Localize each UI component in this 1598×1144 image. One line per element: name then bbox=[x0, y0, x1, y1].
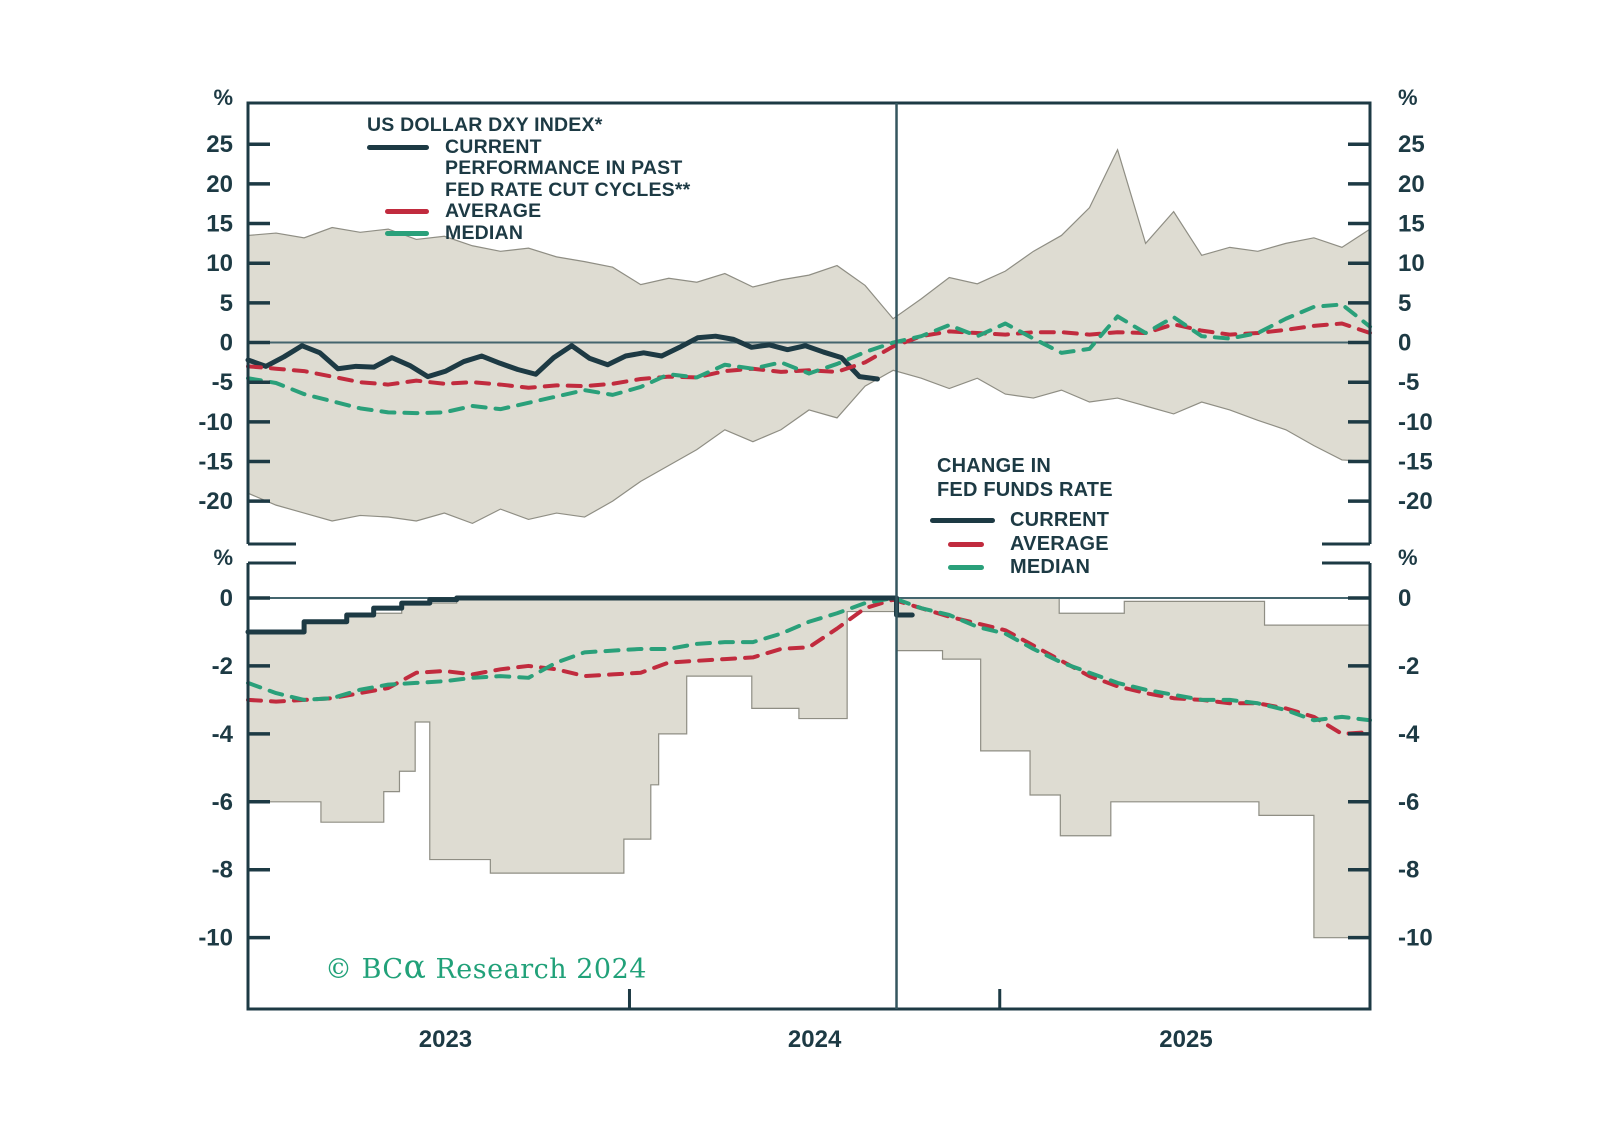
svg-text:0: 0 bbox=[1398, 330, 1411, 357]
svg-text:-10: -10 bbox=[198, 925, 233, 952]
svg-text:-20: -20 bbox=[198, 488, 233, 515]
svg-text:-8: -8 bbox=[212, 857, 233, 884]
average-line-swatch bbox=[385, 209, 429, 215]
svg-text:-8: -8 bbox=[1398, 857, 1419, 884]
copyright-text: © BCα Research 2024 bbox=[325, 947, 647, 986]
svg-text:-15: -15 bbox=[198, 449, 233, 476]
legend-label-median: MEDIAN bbox=[445, 221, 524, 244]
legend-fedfunds-title-line1: CHANGE IN bbox=[937, 455, 1052, 477]
svg-text:-6: -6 bbox=[1398, 789, 1419, 816]
legend-dxy-title: US DOLLAR DXY INDEX* bbox=[367, 114, 603, 136]
legend-label-current: CURRENT bbox=[1010, 509, 1110, 531]
svg-text:5: 5 bbox=[220, 290, 233, 317]
legend-note-line2: FED RATE CUT CYCLES** bbox=[445, 178, 691, 201]
current-line-swatch bbox=[930, 518, 995, 524]
legend-fedfunds-title-line2: FED FUNDS RATE bbox=[937, 479, 1113, 501]
svg-text:20: 20 bbox=[206, 171, 233, 198]
svg-text:-4: -4 bbox=[1398, 721, 1420, 748]
svg-text:-6: -6 bbox=[212, 789, 233, 816]
median-line-swatch bbox=[385, 230, 429, 236]
svg-text:25: 25 bbox=[1398, 131, 1425, 158]
svg-text:15: 15 bbox=[206, 211, 233, 238]
svg-text:-10: -10 bbox=[1398, 409, 1433, 436]
legend-label-average: AVERAGE bbox=[1010, 532, 1109, 555]
legend-label-median: MEDIAN bbox=[1010, 556, 1091, 578]
svg-text:-4: -4 bbox=[212, 721, 234, 748]
svg-text:%: % bbox=[213, 85, 233, 110]
svg-text:20: 20 bbox=[1398, 171, 1425, 198]
svg-text:15: 15 bbox=[1398, 211, 1425, 238]
svg-text:10: 10 bbox=[1398, 250, 1425, 277]
svg-text:-2: -2 bbox=[1398, 653, 1419, 680]
legend-label-average: AVERAGE bbox=[445, 200, 542, 222]
svg-text:-15: -15 bbox=[1398, 449, 1433, 476]
svg-text:0: 0 bbox=[220, 330, 233, 357]
average-line-swatch bbox=[948, 541, 984, 547]
svg-text:%: % bbox=[1398, 85, 1418, 110]
legend-label-current: CURRENT bbox=[445, 135, 542, 158]
svg-text:-5: -5 bbox=[212, 369, 233, 396]
svg-text:-2: -2 bbox=[212, 653, 233, 680]
svg-text:-5: -5 bbox=[1398, 369, 1419, 396]
svg-text:2023: 2023 bbox=[419, 1026, 472, 1053]
legend-fedfunds: CHANGE IN FED FUNDS RATE CURRENT AVERAGE… bbox=[930, 454, 1113, 580]
bca-alpha-glyph: α bbox=[403, 947, 427, 986]
svg-text:0: 0 bbox=[220, 585, 233, 612]
svg-text:%: % bbox=[213, 545, 233, 570]
median-line-swatch bbox=[948, 565, 984, 571]
svg-text:-10: -10 bbox=[198, 409, 233, 436]
svg-text:2025: 2025 bbox=[1159, 1026, 1212, 1053]
svg-text:5: 5 bbox=[1398, 290, 1411, 317]
legend-dxy: US DOLLAR DXY INDEX* CURRENT PERFORMANCE… bbox=[367, 114, 691, 244]
svg-text:25: 25 bbox=[206, 131, 233, 158]
svg-text:-20: -20 bbox=[1398, 488, 1433, 515]
svg-text:-10: -10 bbox=[1398, 925, 1433, 952]
svg-text:2024: 2024 bbox=[788, 1026, 842, 1053]
current-line-swatch bbox=[367, 144, 429, 150]
svg-text:10: 10 bbox=[206, 250, 233, 277]
svg-text:%: % bbox=[1398, 545, 1418, 570]
svg-text:0: 0 bbox=[1398, 585, 1411, 612]
legend-note-line1: PERFORMANCE IN PAST bbox=[445, 157, 683, 179]
